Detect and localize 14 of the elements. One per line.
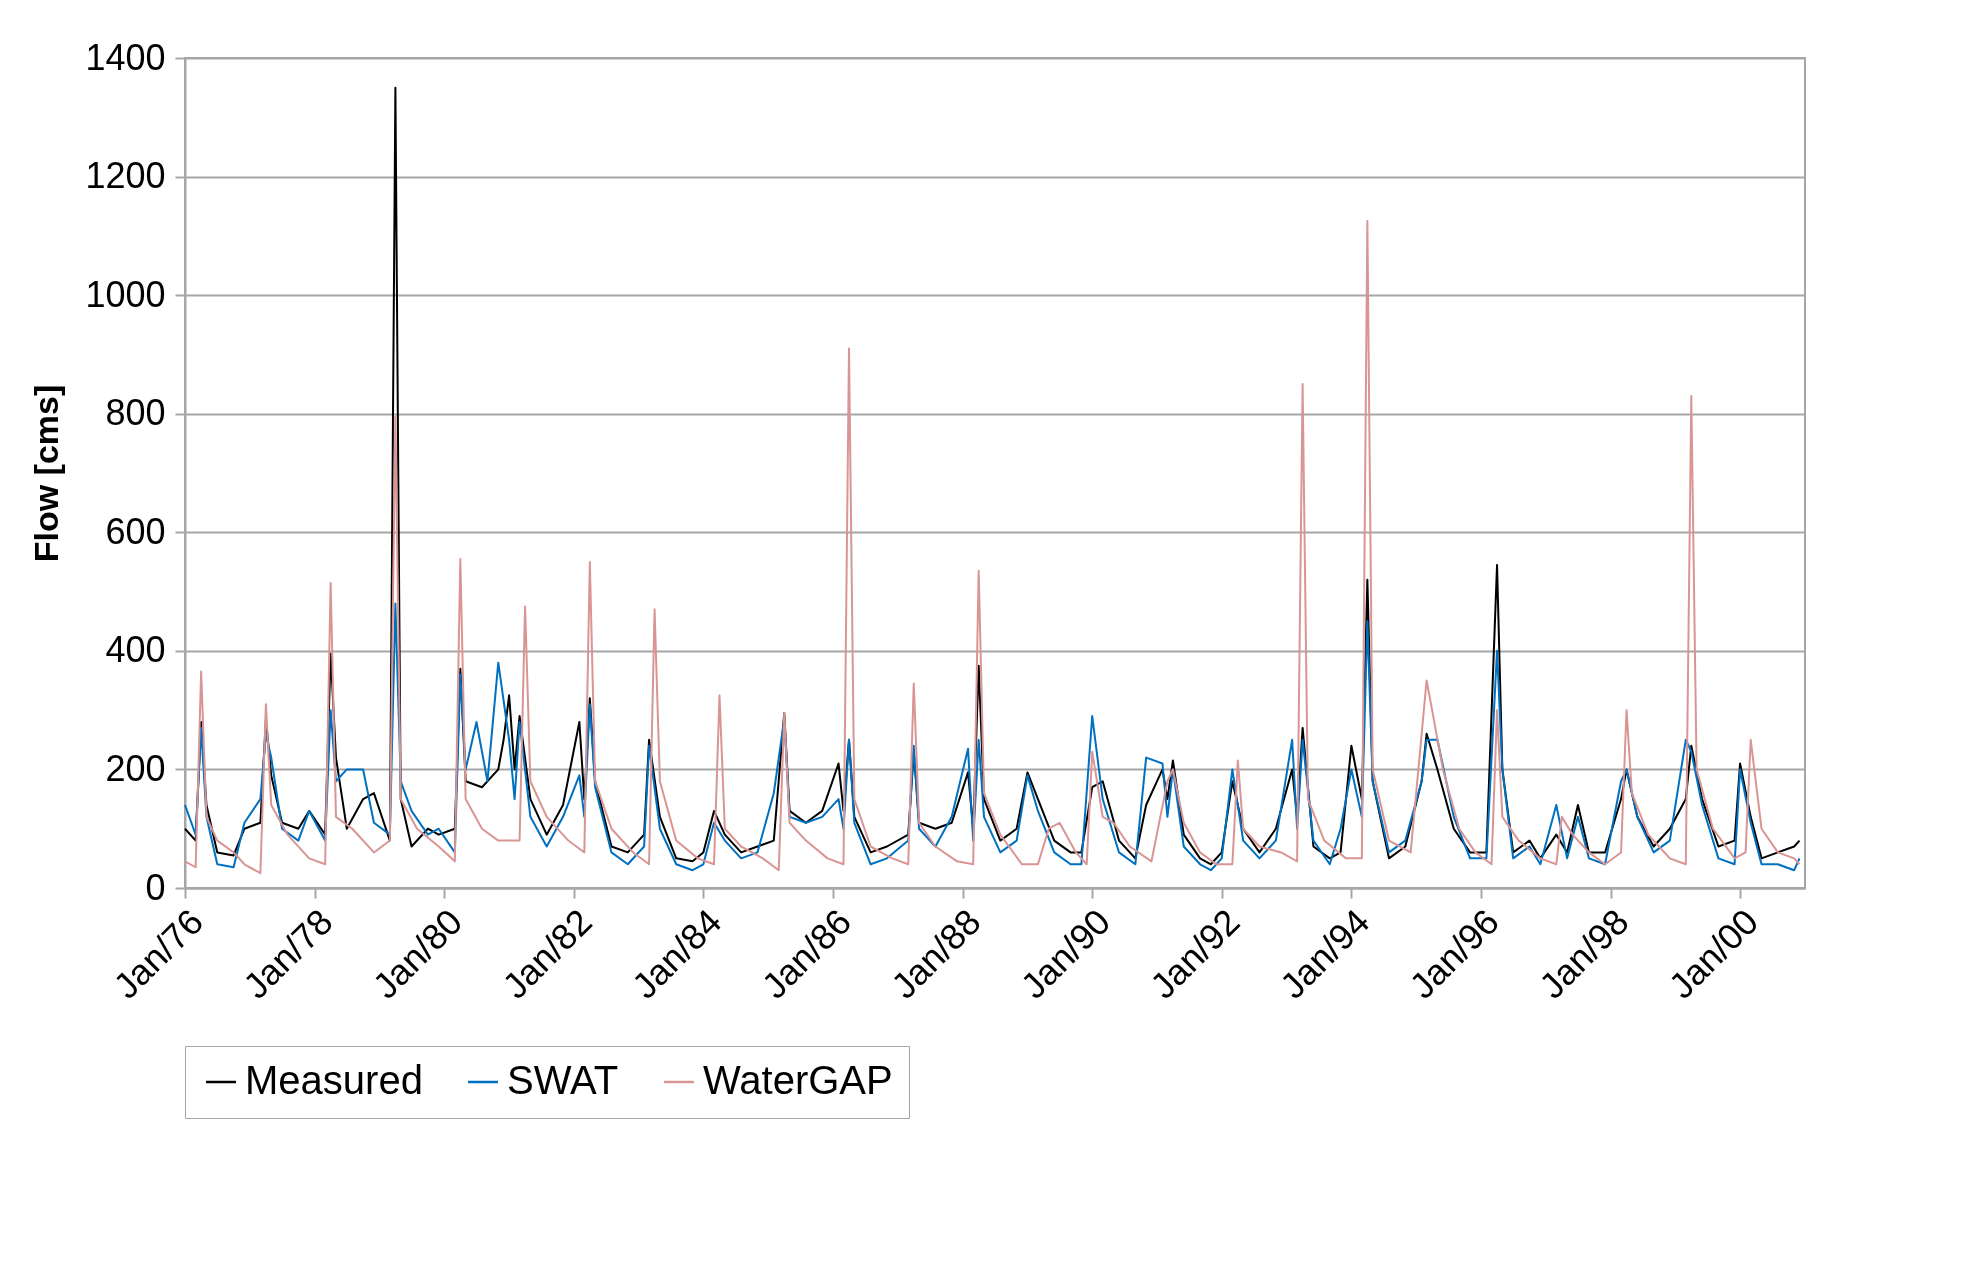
y-axis-title: Flow [cms]	[27, 384, 66, 563]
y-tick-label: 1400	[85, 36, 166, 78]
line-series	[184, 220, 1801, 875]
y-tick-label: 800	[105, 392, 166, 434]
y-tick-label: 0	[145, 866, 166, 908]
y-tick-label: 1000	[85, 273, 166, 315]
legend-label: SWAT	[507, 1058, 619, 1102]
y-tick-label: 1200	[85, 155, 166, 197]
y-tick-label: 400	[105, 629, 166, 671]
line-series	[184, 602, 1801, 872]
y-tick-label: 600	[105, 510, 166, 552]
y-tick-label: 200	[105, 747, 166, 789]
legend-label: Measured	[245, 1058, 423, 1102]
legend-label: WaterGAP	[703, 1058, 893, 1102]
